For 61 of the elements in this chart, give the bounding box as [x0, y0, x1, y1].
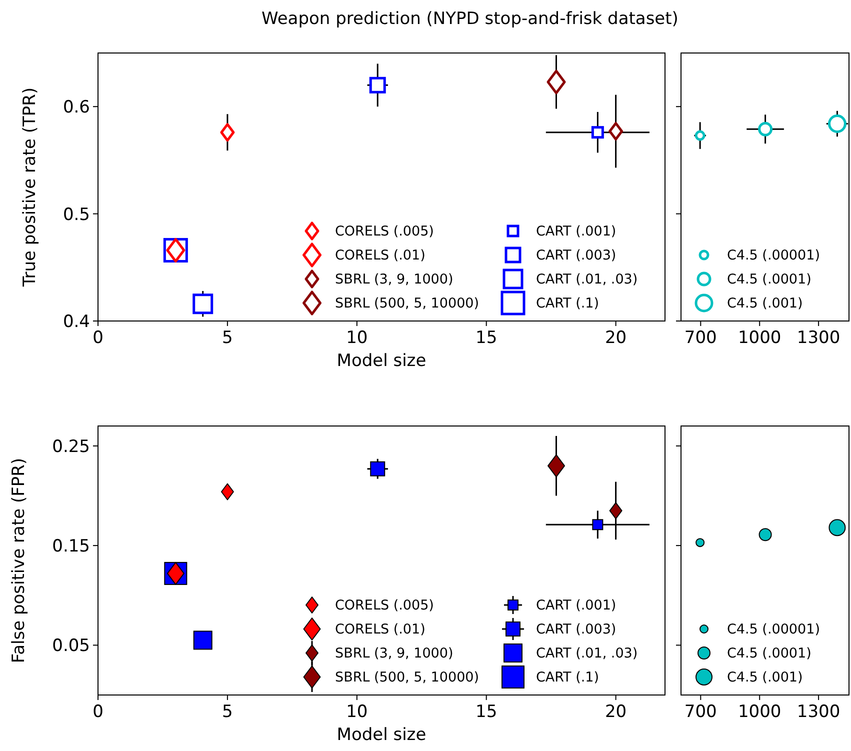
- x-tick-label: 1300: [796, 328, 840, 348]
- x-tick-label: 15: [476, 702, 498, 722]
- legend-label: CART (.001): [536, 224, 616, 240]
- y-axis-title: False positive rate (FPR): [9, 458, 29, 664]
- legend-label: C4.5 (.00001): [727, 248, 820, 264]
- legend-label: CART (.01, .03): [536, 272, 638, 288]
- point: [369, 76, 386, 94]
- x-tick-label: 20: [604, 328, 627, 348]
- legend-label: CORELS (.01): [335, 622, 426, 638]
- x-tick-label: 700: [684, 702, 717, 722]
- x-axis-title: Model size: [336, 725, 426, 745]
- y-tick-label: 0.15: [52, 536, 90, 557]
- x-tick-label: 5: [222, 328, 233, 348]
- legend-label: CORELS (.01): [335, 248, 426, 264]
- legend-label: SBRL (3, 9, 1000): [335, 272, 454, 288]
- point: [193, 630, 212, 650]
- point: [192, 294, 214, 314]
- x-tick-label: 700: [684, 328, 717, 348]
- x-tick-label: 0: [92, 702, 104, 722]
- x-axis-title: Model size: [336, 351, 426, 371]
- legend-label: CART (.001): [536, 598, 616, 614]
- legend-label: C4.5 (.001): [727, 670, 803, 686]
- y-tick-label: 0.5: [62, 204, 90, 225]
- x-tick-label: 1000: [738, 328, 782, 348]
- legend-label: CART (.003): [536, 622, 616, 638]
- legend-label: CART (.003): [536, 248, 616, 264]
- point: [546, 70, 566, 94]
- legend-label: CART (.1): [536, 670, 600, 686]
- point: [220, 483, 234, 500]
- x-tick-label: 0: [92, 328, 104, 348]
- x-tick-label: 15: [476, 328, 498, 348]
- x-tick-label: 5: [222, 702, 233, 722]
- point: [548, 454, 566, 478]
- y-axis-title: True positive rate (TPR): [20, 87, 40, 288]
- x-tick-label: 10: [346, 328, 368, 348]
- legend-label: CART (.1): [536, 296, 600, 312]
- legend-label: C4.5 (.0001): [727, 646, 812, 662]
- legend-label: CORELS (.005): [335, 224, 434, 240]
- x-tick-label: 20: [604, 702, 627, 722]
- chart-title: Weapon prediction (NYPD stop-and-frisk dataset): [262, 9, 678, 29]
- legend-label: C4.5 (.0001): [727, 272, 812, 288]
- x-tick-label: 10: [346, 702, 368, 722]
- point: [608, 122, 624, 141]
- legend-label: C4.5 (.00001): [727, 622, 820, 638]
- legend-label: CART (.01, .03): [536, 646, 638, 662]
- y-tick-label: 0.05: [52, 636, 90, 656]
- point: [591, 126, 604, 139]
- point: [370, 461, 386, 476]
- point: [609, 502, 622, 520]
- legend-label: C4.5 (.001): [727, 296, 803, 312]
- x-tick-label: 1000: [738, 702, 782, 722]
- x-tick-label: 1300: [796, 702, 840, 722]
- legend-label: SBRL (500, 5, 10000): [335, 670, 480, 686]
- legend-label: SBRL (500, 5, 10000): [335, 296, 480, 312]
- legend-label: CORELS (.005): [335, 598, 434, 614]
- legend-label: SBRL (3, 9, 1000): [335, 646, 454, 662]
- y-tick-label: 0.6: [62, 98, 90, 118]
- point: [592, 519, 604, 530]
- y-tick-label: 0.4: [62, 312, 90, 332]
- y-tick-label: 0.25: [52, 436, 90, 457]
- point: [220, 123, 235, 142]
